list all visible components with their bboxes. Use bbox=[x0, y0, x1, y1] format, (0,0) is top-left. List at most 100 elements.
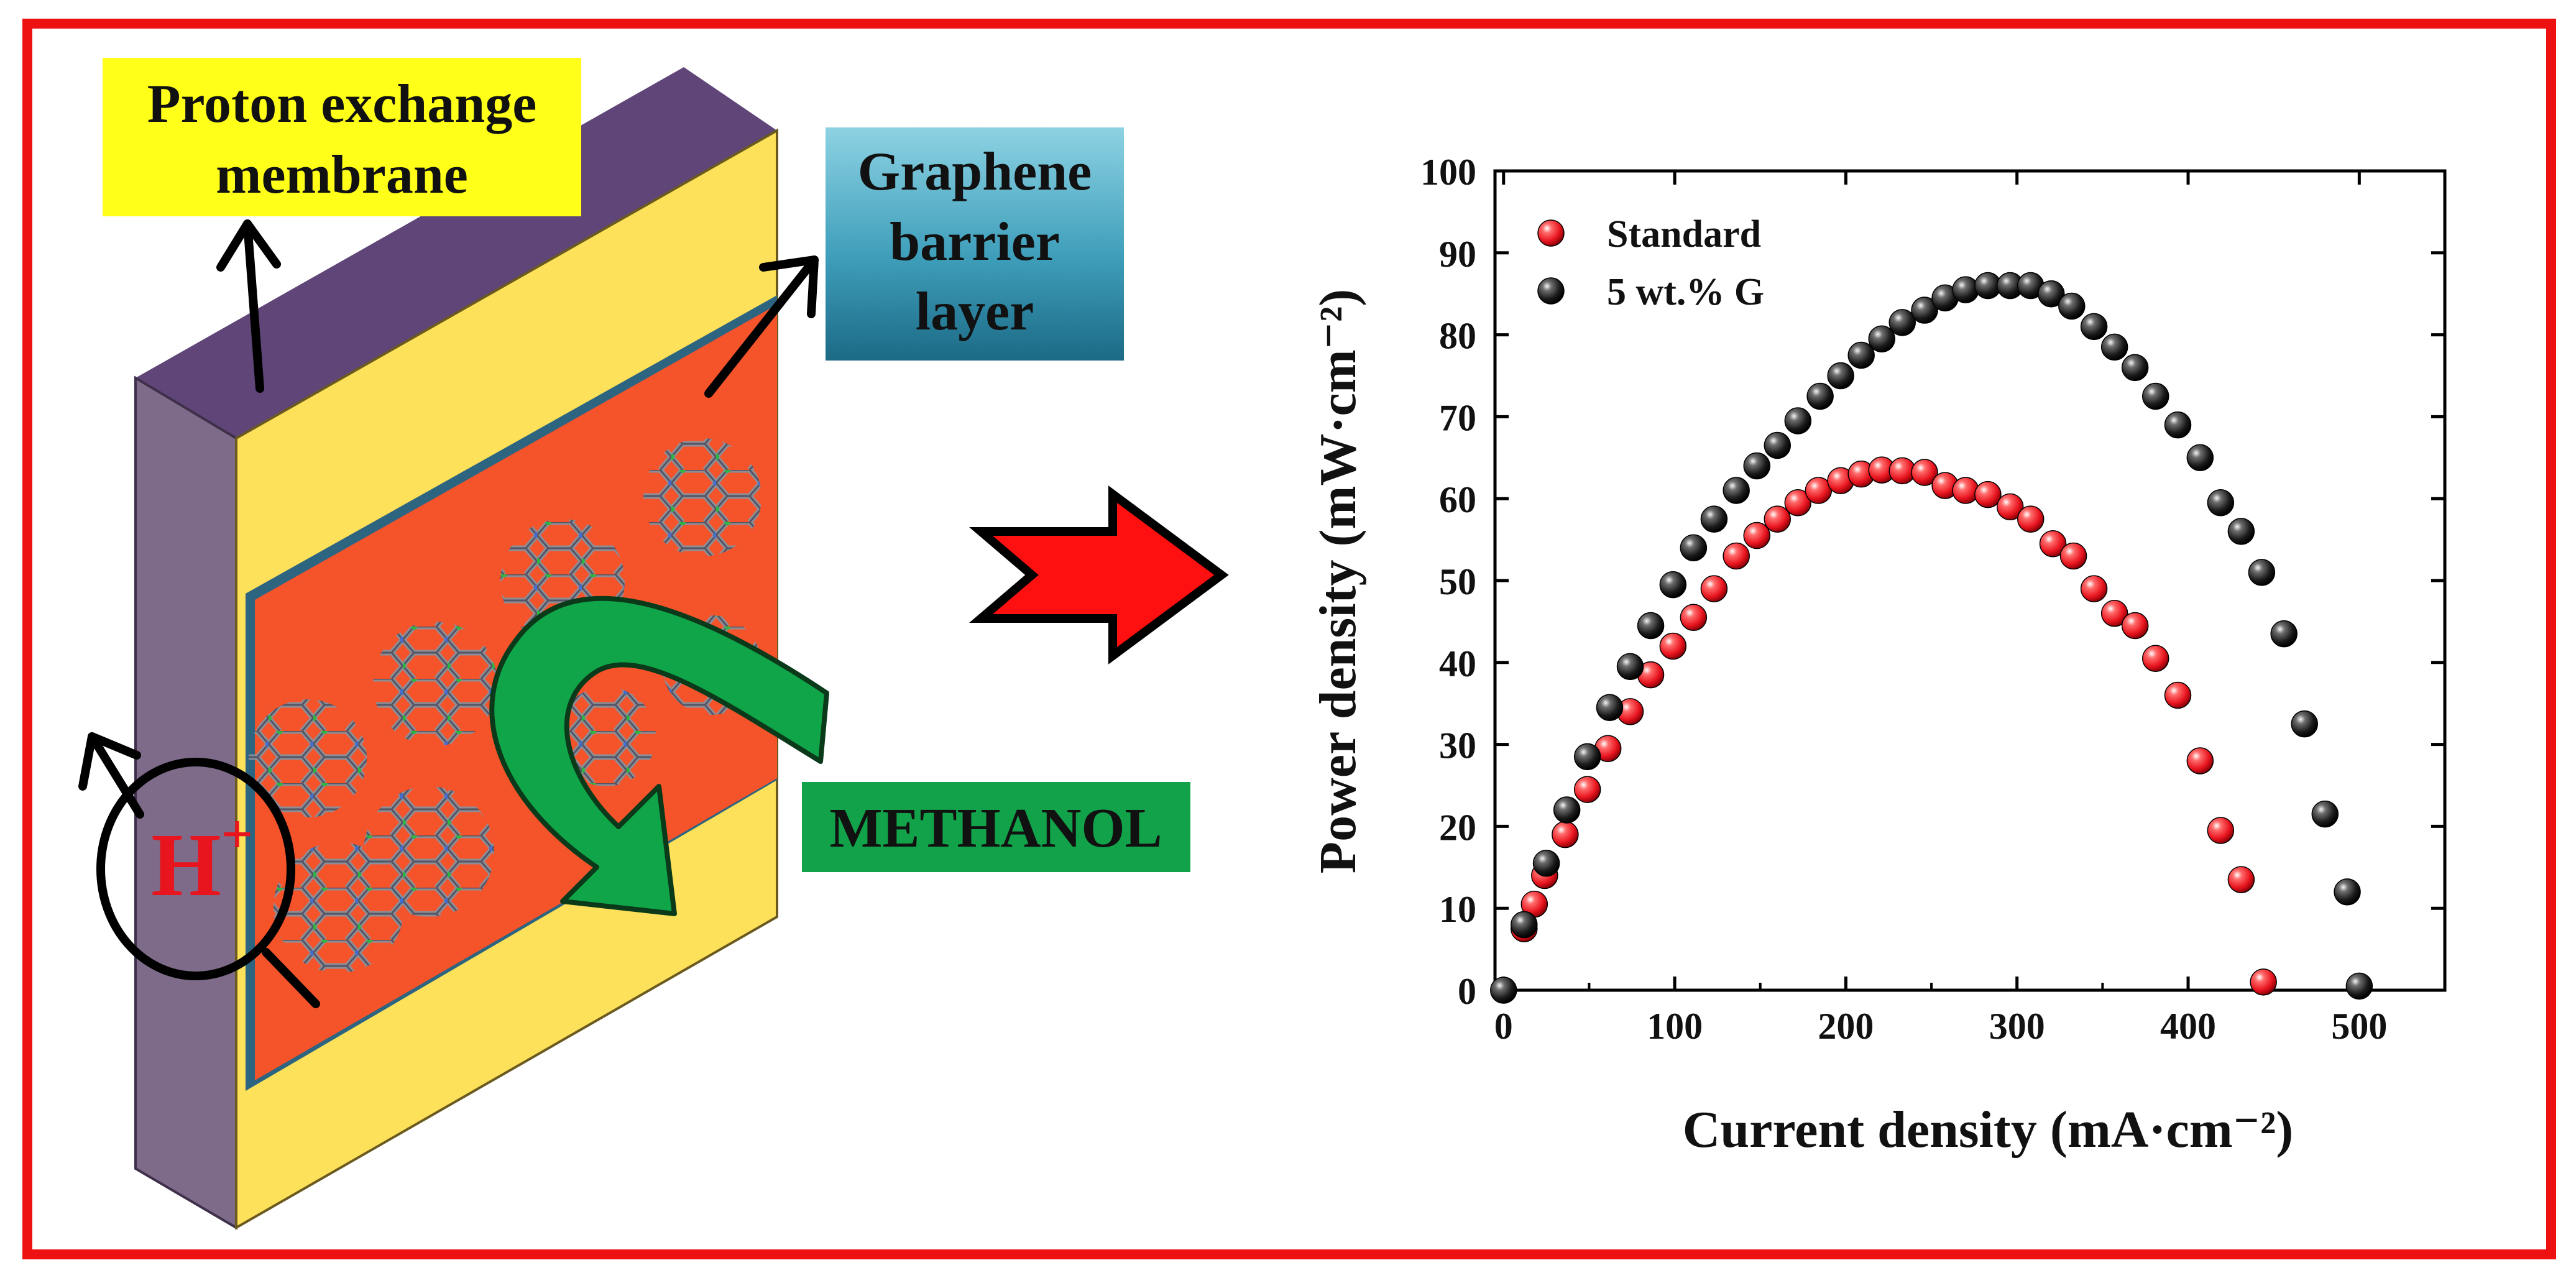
barrier-label-line1: Graphene bbox=[858, 142, 1092, 202]
y-tick-label: 70 bbox=[1439, 397, 1476, 438]
graphene-point bbox=[1511, 911, 1538, 939]
graphene-point bbox=[1952, 276, 1979, 303]
x-tick-label: 100 bbox=[1647, 1006, 1703, 1047]
graphene-point bbox=[1723, 477, 1750, 504]
x-tick-label: 500 bbox=[2331, 1006, 2387, 1047]
graphene-point bbox=[2311, 800, 2339, 828]
y-axis-label: Power density (mW·cm⁻²) bbox=[1309, 289, 1367, 873]
barrier-label-line3: layer bbox=[916, 282, 1034, 342]
standard-point bbox=[1764, 505, 1792, 533]
x-tick-label: 0 bbox=[1494, 1006, 1513, 1047]
legend-label: Standard bbox=[1607, 213, 1761, 255]
process-arrow-icon bbox=[969, 485, 1229, 664]
graphene-point bbox=[2100, 333, 2128, 361]
standard-point bbox=[2141, 645, 2169, 672]
graphene-point bbox=[2080, 313, 2108, 341]
graphene-point bbox=[2164, 411, 2192, 439]
standard-point bbox=[2080, 575, 2108, 602]
graphene-point bbox=[1888, 309, 1916, 336]
legend-marker bbox=[1537, 277, 1565, 305]
standard-point bbox=[2186, 747, 2214, 775]
graphene-point bbox=[1573, 743, 1601, 771]
y-tick-label: 40 bbox=[1439, 643, 1476, 684]
standard-point bbox=[2227, 866, 2255, 893]
methanol-label-box bbox=[802, 782, 1190, 872]
graphene-point bbox=[1659, 571, 1687, 599]
plot-frame bbox=[1493, 169, 2447, 992]
graphene-hexagon-icon bbox=[249, 699, 367, 817]
y-tick-label: 90 bbox=[1439, 234, 1476, 275]
pointer-arrows bbox=[78, 219, 819, 1008]
x-axis-ticks: 0 100 200 300 400 500 bbox=[1494, 171, 2387, 1047]
graphene-point bbox=[2248, 559, 2276, 586]
legend-marker bbox=[1537, 219, 1565, 247]
graphene-point bbox=[1700, 505, 1728, 533]
graphene-point bbox=[1764, 431, 1792, 459]
standard-point bbox=[1996, 493, 2024, 521]
proton-circle bbox=[96, 758, 295, 980]
graphene-point bbox=[1553, 796, 1581, 824]
graphene-point bbox=[2121, 354, 2149, 382]
y-tick-label: 10 bbox=[1439, 889, 1476, 930]
proton-label: H+ bbox=[151, 804, 253, 915]
y-tick-label: 20 bbox=[1439, 807, 1476, 848]
graphene-point bbox=[1596, 694, 1624, 722]
standard-point bbox=[2059, 542, 2087, 570]
graphene-point bbox=[2058, 292, 2086, 320]
graphene-point bbox=[2334, 878, 2361, 906]
graphene-point bbox=[2227, 518, 2255, 545]
y-tick-label: 0 bbox=[1458, 971, 1476, 1012]
standard-point bbox=[1659, 632, 1687, 660]
standard-point bbox=[1680, 604, 1708, 632]
standard-point bbox=[2250, 968, 2277, 996]
graphene-point bbox=[1532, 849, 1560, 877]
graphene-point bbox=[1637, 612, 1665, 640]
graphene-point bbox=[1784, 407, 1812, 434]
standard-point bbox=[2100, 599, 2128, 627]
x-tick-label: 200 bbox=[1818, 1006, 1874, 1047]
standard-point bbox=[2207, 817, 2235, 844]
graphene-hexagon-icon bbox=[373, 622, 497, 746]
membrane-label-box bbox=[103, 58, 581, 216]
barrier-label-line2: barrier bbox=[890, 212, 1060, 272]
y-tick-label: 60 bbox=[1439, 479, 1476, 520]
standard-point bbox=[2121, 612, 2149, 640]
x-tick-label: 400 bbox=[2160, 1006, 2216, 1047]
standard-point bbox=[1974, 480, 2002, 508]
graphene-point bbox=[1743, 452, 1770, 480]
membrane-schematic: H+ Proton exchange membrane Graphene bar… bbox=[78, 58, 1190, 1230]
graphene-point bbox=[1616, 653, 1644, 681]
standard-point bbox=[2164, 681, 2192, 709]
y-tick-label: 50 bbox=[1439, 561, 1476, 602]
y-axis-ticks: 0 10 20 30 40 50 60 70 80 90 100 bbox=[1420, 152, 2445, 1012]
graphene-point bbox=[1490, 977, 1517, 1004]
graphene-hexagon-icon bbox=[274, 842, 404, 973]
y-tick-label: 100 bbox=[1420, 152, 1476, 193]
graphene-hexagon-icon bbox=[556, 687, 656, 786]
standard-point bbox=[1700, 575, 1728, 602]
membrane-label-line1: Proton exchange bbox=[147, 74, 537, 134]
legend-label: 5 wt.% G bbox=[1607, 271, 1764, 313]
graphene-point bbox=[1847, 341, 1875, 369]
graphene-point bbox=[2270, 620, 2298, 648]
membrane-top-face bbox=[136, 67, 777, 438]
y-tick-label: 80 bbox=[1439, 316, 1476, 357]
graphene-point bbox=[2207, 489, 2235, 517]
standard-point bbox=[1952, 477, 1979, 504]
membrane-side-face bbox=[134, 375, 237, 1230]
methanol-label: METHANOL bbox=[829, 798, 1162, 859]
graphene-point bbox=[1806, 382, 1834, 410]
graphene-point bbox=[2345, 972, 2373, 1000]
x-tick-label: 300 bbox=[1989, 1006, 2045, 1047]
graphene-point bbox=[1868, 325, 1895, 352]
standard-point bbox=[1911, 459, 1938, 486]
standard-point bbox=[1723, 542, 1750, 570]
graphene-point bbox=[1911, 297, 1938, 324]
x-axis-label: Current density (mA·cm⁻²) bbox=[1683, 1101, 2294, 1159]
graphene-point bbox=[1680, 534, 1708, 562]
graphene-point bbox=[2291, 710, 2318, 738]
u-turn-arrow-icon-body bbox=[489, 595, 829, 916]
graphene-point bbox=[1827, 362, 1854, 390]
